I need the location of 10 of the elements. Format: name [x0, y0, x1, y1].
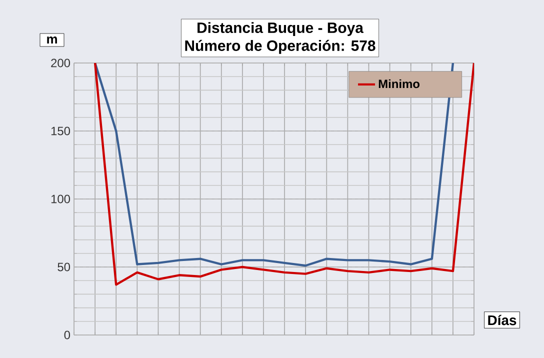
- y-tick-label: 200: [51, 58, 70, 68]
- y-tick-label: 0: [64, 330, 70, 340]
- y-tick-label: 50: [58, 262, 70, 272]
- y-tick-label: 150: [51, 126, 70, 136]
- legend-label: Minimo: [378, 79, 420, 88]
- x-axis-title: Días: [488, 314, 516, 326]
- chart-title: Distancia Buque - Boya: [198, 22, 364, 36]
- chart-subtitle: Número de Operación: 578: [185, 40, 376, 54]
- y-axis-title: m: [47, 36, 57, 44]
- y-tick-label: 100: [51, 194, 70, 204]
